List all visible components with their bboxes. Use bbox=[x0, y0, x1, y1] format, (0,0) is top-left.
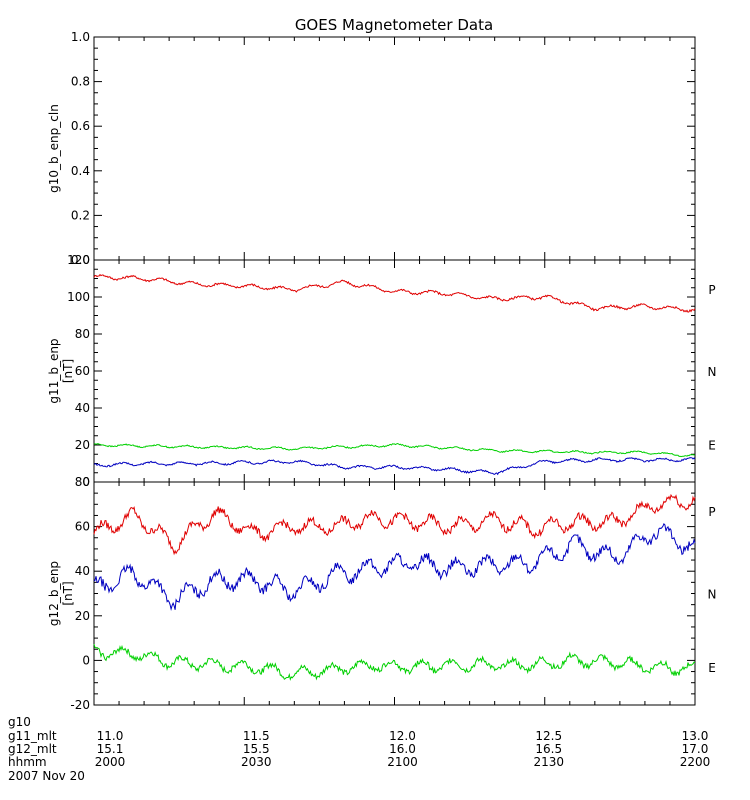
panel-1: 0.0 0.2 0.4 0.6 0.8 1.0 g10_b_enp_cln bbox=[47, 30, 696, 267]
panel-2: 0 20 40 60 80 100 120 g11_b_enp [nT] P N E bbox=[47, 253, 716, 489]
y-tick-label: 20 bbox=[75, 609, 90, 623]
x-tick-label-hhmm: 2130 bbox=[533, 755, 564, 769]
x-tick-label-g12_mlt: 17.0 bbox=[682, 742, 709, 756]
x-row-label: g10 bbox=[8, 715, 31, 729]
chart-title: GOES Magnetometer Data bbox=[295, 16, 493, 34]
legend-label-P: P bbox=[708, 283, 715, 297]
series-line-E bbox=[93, 643, 696, 681]
y-tick-label: 0 bbox=[82, 653, 90, 667]
y-axis-label: g12_b_enp bbox=[47, 561, 61, 626]
y-tick-label: 0.2 bbox=[71, 208, 90, 222]
legend-label-N: N bbox=[708, 588, 717, 602]
panel-3: -20 0 20 40 60 80 g12_b_enp [nT] P N E bbox=[47, 475, 716, 712]
x-row-label: 2007 Nov 20 bbox=[8, 769, 85, 783]
y-tick-label: 80 bbox=[75, 475, 90, 489]
x-tick-label-g11_mlt: 13.0 bbox=[682, 729, 709, 743]
y-tick-label: 0.6 bbox=[71, 119, 90, 133]
panel-frame bbox=[93, 36, 696, 261]
x-tick-label-g11_mlt: 12.5 bbox=[535, 729, 562, 743]
x-tick-label-g12_mlt: 16.0 bbox=[389, 742, 416, 756]
series-line-N bbox=[93, 523, 696, 611]
y-tick-label: -20 bbox=[70, 698, 90, 712]
y-axis-label: g10_b_enp_cln bbox=[47, 104, 61, 193]
y-tick-label: 0.8 bbox=[71, 75, 90, 89]
panel-frame bbox=[93, 259, 696, 483]
series-line-E bbox=[93, 457, 696, 476]
y-tick-label: 80 bbox=[75, 327, 90, 341]
legend-label-E: E bbox=[708, 661, 716, 675]
y-tick-label: 0.0 bbox=[71, 253, 90, 267]
series-line-P bbox=[93, 273, 696, 313]
x-row-label: g11_mlt bbox=[8, 729, 57, 743]
series-line-P bbox=[93, 493, 696, 556]
x-tick-label-g12_mlt: 16.5 bbox=[535, 742, 562, 756]
series-line-N bbox=[93, 442, 695, 458]
chart-panels: 0.0 0.2 0.4 0.6 0.8 1.0 g10_b_enp_cln 0 20 40 60 80… bbox=[47, 30, 716, 712]
y-tick-label: 60 bbox=[75, 520, 90, 534]
x-tick-label-g11_mlt: 11.5 bbox=[243, 729, 270, 743]
y-tick-label: 1.0 bbox=[71, 30, 90, 44]
y-axis-label: [nT] bbox=[61, 359, 75, 383]
y-tick-label: 0.4 bbox=[71, 164, 90, 178]
x-tick-label-hhmm: 2030 bbox=[241, 755, 272, 769]
y-tick-label: 0 bbox=[82, 475, 90, 489]
x-tick-label-g12_mlt: 15.1 bbox=[97, 742, 124, 756]
y-axis-label: [nT] bbox=[61, 581, 75, 605]
legend-label-N: N bbox=[708, 365, 717, 379]
y-tick-label: 100 bbox=[67, 290, 90, 304]
x-row-label: hhmm bbox=[8, 755, 47, 769]
x-tick-label-g11_mlt: 11.0 bbox=[97, 729, 124, 743]
y-tick-label: 120 bbox=[67, 253, 90, 267]
x-tick-label-hhmm: 2200 bbox=[680, 755, 711, 769]
y-tick-label: 40 bbox=[75, 564, 90, 578]
x-row-label: g12_mlt bbox=[8, 742, 57, 756]
y-axis-label: g11_b_enp bbox=[47, 338, 61, 403]
legend-label-P: P bbox=[708, 505, 715, 519]
x-tick-label-hhmm: 2100 bbox=[387, 755, 418, 769]
y-tick-label: 40 bbox=[75, 401, 90, 415]
y-tick-label: 60 bbox=[75, 364, 90, 378]
y-tick-label: 20 bbox=[75, 438, 90, 452]
x-tick-label-g11_mlt: 12.0 bbox=[389, 729, 416, 743]
x-tick-label-hhmm: 2000 bbox=[95, 755, 126, 769]
x-tick-label-g12_mlt: 15.5 bbox=[243, 742, 270, 756]
legend-label-E: E bbox=[708, 438, 716, 452]
